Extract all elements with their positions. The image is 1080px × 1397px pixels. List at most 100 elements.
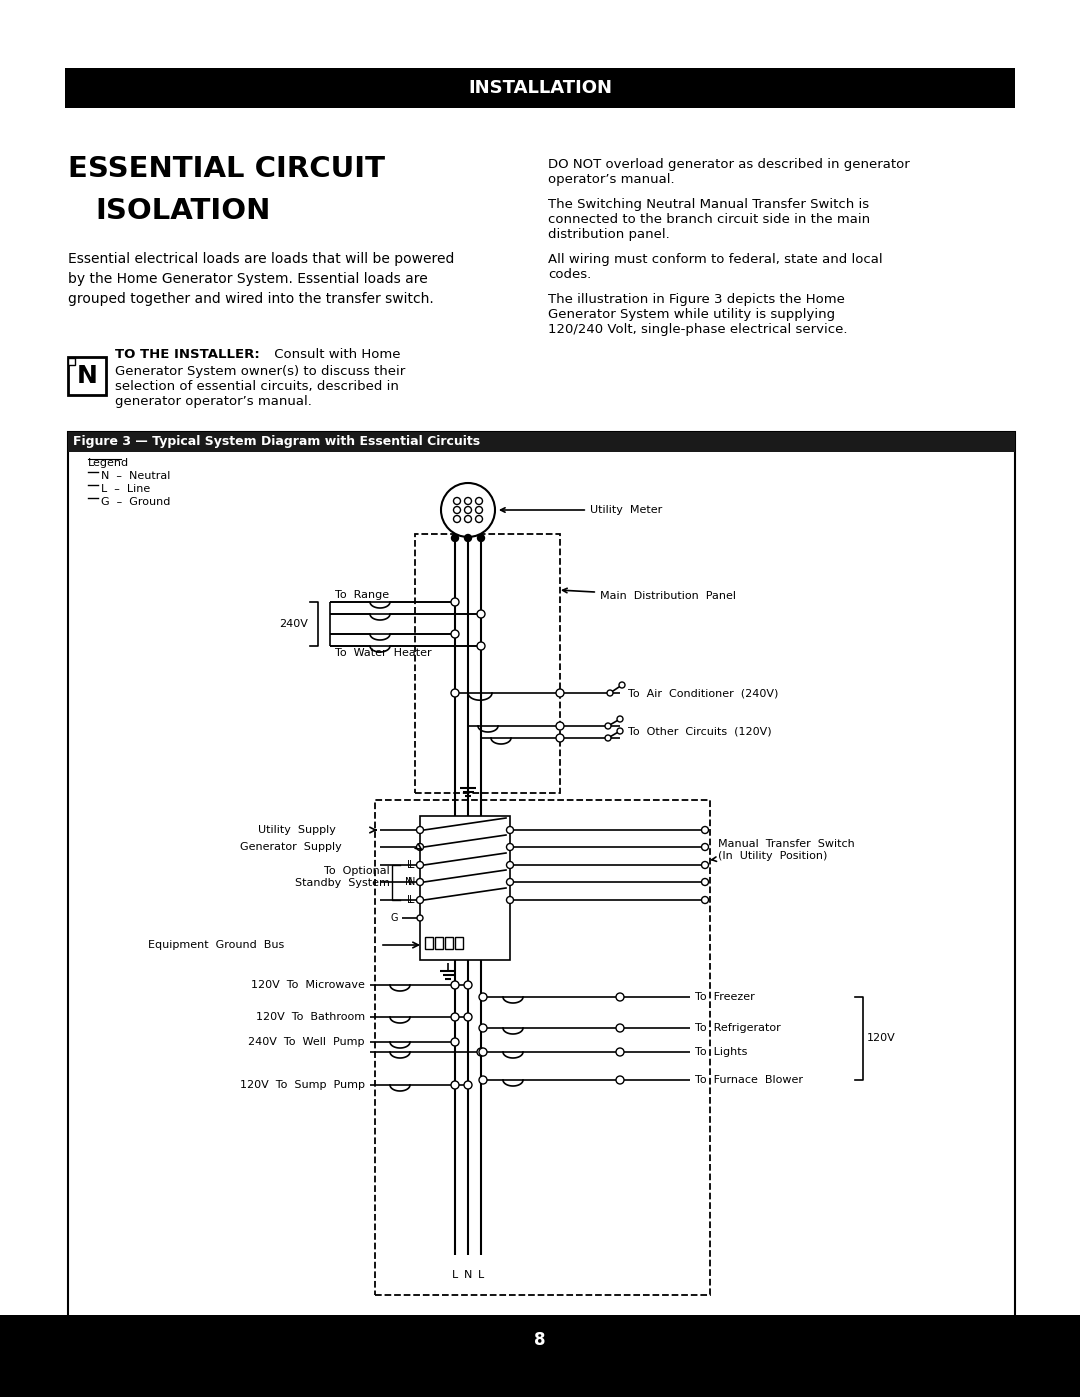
Text: To  Air  Conditioner  (240V): To Air Conditioner (240V) xyxy=(627,687,779,698)
Bar xyxy=(435,937,443,949)
Circle shape xyxy=(451,535,459,542)
Circle shape xyxy=(464,535,472,542)
Text: distribution panel.: distribution panel. xyxy=(548,228,670,242)
Text: The illustration in Figure 3 depicts the Home: The illustration in Figure 3 depicts the… xyxy=(548,293,845,306)
Text: selection of essential circuits, described in: selection of essential circuits, describ… xyxy=(114,380,399,393)
Circle shape xyxy=(607,690,613,696)
Circle shape xyxy=(616,993,624,1002)
Text: Generator System while utility is supplying: Generator System while utility is supply… xyxy=(548,307,835,321)
Circle shape xyxy=(451,1038,459,1046)
Text: L: L xyxy=(406,895,411,905)
Circle shape xyxy=(507,862,513,869)
Circle shape xyxy=(556,689,564,697)
Circle shape xyxy=(702,844,708,851)
Bar xyxy=(455,937,463,949)
Bar xyxy=(68,358,106,395)
Circle shape xyxy=(477,610,485,617)
Circle shape xyxy=(507,897,513,904)
Circle shape xyxy=(480,1024,487,1032)
Circle shape xyxy=(454,515,460,522)
Text: L: L xyxy=(409,861,415,870)
Text: To  Optional
Standby  System: To Optional Standby System xyxy=(295,866,390,888)
Circle shape xyxy=(475,497,483,504)
Circle shape xyxy=(475,507,483,514)
Text: N: N xyxy=(405,877,411,887)
Circle shape xyxy=(451,630,459,638)
Circle shape xyxy=(451,598,459,606)
Text: L: L xyxy=(409,895,415,905)
Circle shape xyxy=(480,993,487,1002)
Circle shape xyxy=(477,643,485,650)
Circle shape xyxy=(556,733,564,742)
Text: L  –  Line: L – Line xyxy=(102,483,150,495)
Text: 120V  To  Sump  Pump: 120V To Sump Pump xyxy=(240,1080,365,1090)
Circle shape xyxy=(417,897,423,904)
Text: N: N xyxy=(463,1270,472,1280)
Text: To  Other  Circuits  (120V): To Other Circuits (120V) xyxy=(627,726,771,738)
Circle shape xyxy=(464,981,472,989)
Text: 120V: 120V xyxy=(867,1032,895,1044)
Text: N: N xyxy=(77,365,97,388)
Text: Generator System owner(s) to discuss their: Generator System owner(s) to discuss the… xyxy=(114,365,405,379)
Text: Manual  Transfer  Switch
(In  Utility  Position): Manual Transfer Switch (In Utility Posit… xyxy=(712,840,854,862)
Text: 240V: 240V xyxy=(279,619,308,629)
Circle shape xyxy=(464,507,472,514)
Text: TO THE INSTALLER:: TO THE INSTALLER: xyxy=(114,348,260,360)
Text: Utility  Meter: Utility Meter xyxy=(501,504,662,515)
Circle shape xyxy=(464,515,472,522)
Text: ISOLATION: ISOLATION xyxy=(95,197,270,225)
Circle shape xyxy=(702,827,708,834)
Circle shape xyxy=(475,515,483,522)
Bar xyxy=(65,68,1015,108)
Circle shape xyxy=(480,1076,487,1084)
Text: Utility  Supply: Utility Supply xyxy=(258,826,336,835)
Text: connected to the branch circuit side in the main: connected to the branch circuit side in … xyxy=(548,212,870,226)
Circle shape xyxy=(464,1081,472,1090)
Circle shape xyxy=(451,689,459,697)
Text: Generator  Supply: Generator Supply xyxy=(240,842,341,852)
Bar xyxy=(68,432,1015,1324)
Bar xyxy=(445,937,453,949)
Circle shape xyxy=(454,507,460,514)
Circle shape xyxy=(507,827,513,834)
Text: G: G xyxy=(391,914,399,923)
Circle shape xyxy=(605,724,611,729)
Text: Figure 3 — Typical System Diagram with Essential Circuits: Figure 3 — Typical System Diagram with E… xyxy=(73,436,481,448)
Circle shape xyxy=(477,535,485,542)
Circle shape xyxy=(417,844,423,851)
Circle shape xyxy=(616,1048,624,1056)
Text: operator’s manual.: operator’s manual. xyxy=(548,173,675,186)
Bar xyxy=(426,937,433,949)
Text: generator operator’s manual.: generator operator’s manual. xyxy=(114,395,312,408)
Circle shape xyxy=(507,844,513,851)
Text: 240V  To  Well  Pump: 240V To Well Pump xyxy=(248,1037,365,1046)
Bar xyxy=(68,358,75,365)
Circle shape xyxy=(702,897,708,904)
Text: Consult with Home: Consult with Home xyxy=(270,348,401,360)
Text: ESSENTIAL CIRCUIT: ESSENTIAL CIRCUIT xyxy=(68,155,384,183)
Text: INSTALLATION: INSTALLATION xyxy=(468,80,612,96)
Text: Legend: Legend xyxy=(87,458,130,468)
Circle shape xyxy=(619,682,625,687)
Text: To  Freezer: To Freezer xyxy=(696,992,755,1002)
Circle shape xyxy=(454,497,460,504)
Circle shape xyxy=(616,1024,624,1032)
Circle shape xyxy=(477,1048,485,1056)
Text: 120V  To  Bathroom: 120V To Bathroom xyxy=(256,1011,365,1023)
Circle shape xyxy=(507,879,513,886)
Circle shape xyxy=(451,981,459,989)
Text: To  Range: To Range xyxy=(335,590,389,599)
Circle shape xyxy=(556,722,564,731)
Text: Equipment  Ground  Bus: Equipment Ground Bus xyxy=(148,940,284,950)
Text: L: L xyxy=(451,1270,458,1280)
Text: L: L xyxy=(406,861,411,870)
Bar xyxy=(68,432,1015,453)
Text: L: L xyxy=(477,1270,484,1280)
Circle shape xyxy=(464,497,472,504)
Bar xyxy=(420,816,510,960)
Text: Essential electrical loads are loads that will be powered
by the Home Generator : Essential electrical loads are loads tha… xyxy=(68,251,455,306)
Text: G  –  Ground: G – Ground xyxy=(102,497,171,507)
Text: To  Furnace  Blower: To Furnace Blower xyxy=(696,1076,804,1085)
Bar xyxy=(0,1352,1080,1397)
Text: To  Water  Heater: To Water Heater xyxy=(335,648,432,658)
